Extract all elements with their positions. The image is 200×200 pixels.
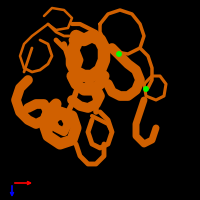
Point <box>117 52 121 56</box>
Point <box>144 87 148 91</box>
